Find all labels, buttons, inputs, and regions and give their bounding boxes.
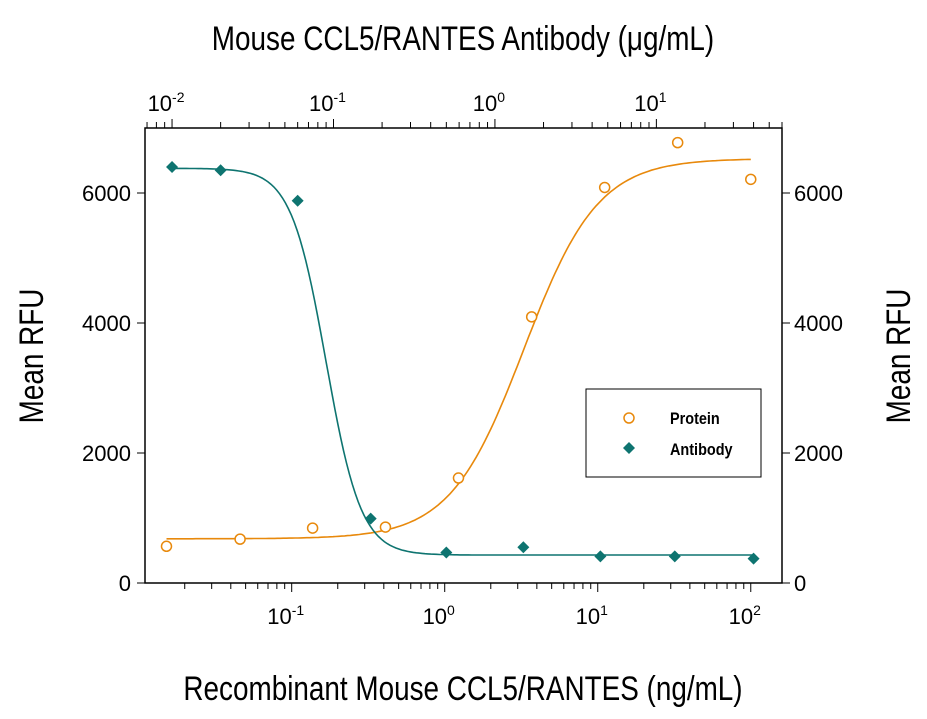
y-left-tick-label: 2000: [82, 441, 131, 466]
data-point-antibody: [291, 194, 304, 207]
legend-box: [585, 388, 762, 478]
data-point-protein: [671, 136, 684, 149]
legend-marker-antibody: [623, 442, 635, 454]
y-axis-title-right: Mean RFU: [879, 289, 917, 424]
data-point-protein: [379, 521, 392, 533]
data-point-protein: [452, 472, 465, 484]
data-point-antibody: [440, 546, 453, 559]
data-point-protein: [598, 181, 611, 194]
data-point-protein: [525, 311, 538, 323]
data-point-antibody: [747, 552, 760, 565]
plot-frame: [144, 127, 783, 584]
y-right-tick-label: 2000: [794, 441, 843, 466]
y-left-tick-label: 4000: [82, 311, 131, 336]
data-point-antibody: [668, 550, 681, 563]
data-point-antibody: [594, 550, 607, 563]
x-bottom-tick-label: 101: [576, 602, 608, 629]
x-axis-title: Recombinant Mouse CCL5/RANTES (ng/mL): [183, 669, 742, 707]
y-right-tick-label: 4000: [794, 311, 843, 336]
fit-curve-antibody: [172, 167, 754, 556]
x-top-tick-label: 10-1: [309, 89, 346, 116]
data-point-antibody: [517, 541, 530, 554]
data-point-antibody: [364, 512, 377, 525]
y-left-tick-label: 0: [119, 571, 131, 596]
data-point-protein: [745, 173, 757, 186]
x-top-tick-label: 10-2: [148, 89, 185, 116]
y-axis-title-left: Mean RFU: [12, 289, 50, 424]
legend: Protein Antibody: [585, 388, 762, 478]
y-right-tick-label: 0: [794, 571, 806, 596]
x-top-tick-label: 100: [473, 89, 505, 116]
data-point-protein: [306, 522, 319, 534]
x-bottom-tick-label: 10-1: [267, 602, 304, 629]
legend-label-protein: Protein: [670, 410, 720, 428]
y-right-tick-label: 6000: [794, 181, 843, 206]
legend-label-antibody: Antibody: [670, 441, 733, 459]
data-point-antibody: [166, 161, 179, 173]
data-point-antibody: [214, 164, 227, 177]
top-axis-title: Mouse CCL5/RANTES Antibody (μg/mL): [212, 19, 714, 57]
y-left-tick-label: 6000: [82, 181, 131, 206]
data-point-protein: [160, 540, 173, 553]
x-bottom-tick-label: 102: [729, 602, 761, 629]
x-bottom-tick-label: 100: [423, 602, 455, 629]
x-top-tick-label: 101: [634, 89, 666, 116]
legend-marker-protein: [623, 412, 635, 424]
data-point-protein: [234, 533, 246, 545]
